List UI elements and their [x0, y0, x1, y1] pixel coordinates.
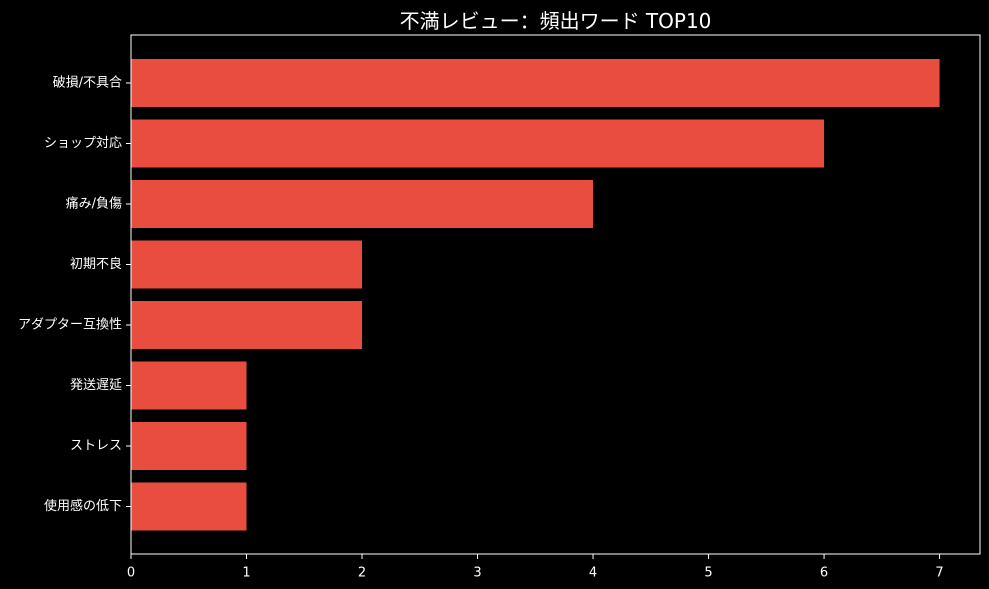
x-tick-label: 0 — [127, 566, 135, 581]
y-tick-label: 痛み/負傷 — [66, 196, 122, 212]
bar-7 — [131, 482, 247, 531]
bars-layer — [131, 59, 940, 531]
bar-2 — [131, 180, 594, 228]
x-tick-label: 4 — [589, 566, 597, 581]
bar-0 — [131, 59, 940, 107]
x-tick-label: 5 — [704, 566, 712, 581]
y-tick-label: 破損/不具合 — [53, 76, 122, 91]
y-tick-label: 発送遅延 — [70, 378, 122, 393]
x-tick-label: 6 — [820, 566, 828, 581]
y-tick-label: 初期不良 — [70, 256, 122, 272]
y-tick-label: 使用感の低下 — [44, 498, 122, 514]
y-tick-label: ショップ対応 — [44, 136, 122, 151]
y-tick-label: ストレス — [70, 439, 122, 454]
x-tick-label: 2 — [358, 566, 366, 581]
plot-frame — [130, 34, 981, 555]
x-axis: 0 1 2 3 4 5 6 7 — [127, 554, 944, 581]
bar-3 — [131, 240, 363, 289]
bar-1 — [131, 119, 825, 168]
bar-4 — [131, 301, 363, 349]
x-tick-label: 1 — [242, 566, 250, 581]
x-tick-label: 7 — [935, 566, 943, 581]
bar-6 — [131, 422, 247, 470]
bar-5 — [131, 361, 247, 410]
x-tick-label: 3 — [473, 566, 481, 581]
y-axis: 破損/不具合ショップ対応痛み/負傷初期不良アダプター互換性発送遅延ストレス使用感… — [18, 76, 131, 514]
y-tick-label: アダプター互換性 — [18, 318, 122, 333]
chart-title: 不満レビュー：頻出ワード TOP10 — [399, 9, 712, 33]
